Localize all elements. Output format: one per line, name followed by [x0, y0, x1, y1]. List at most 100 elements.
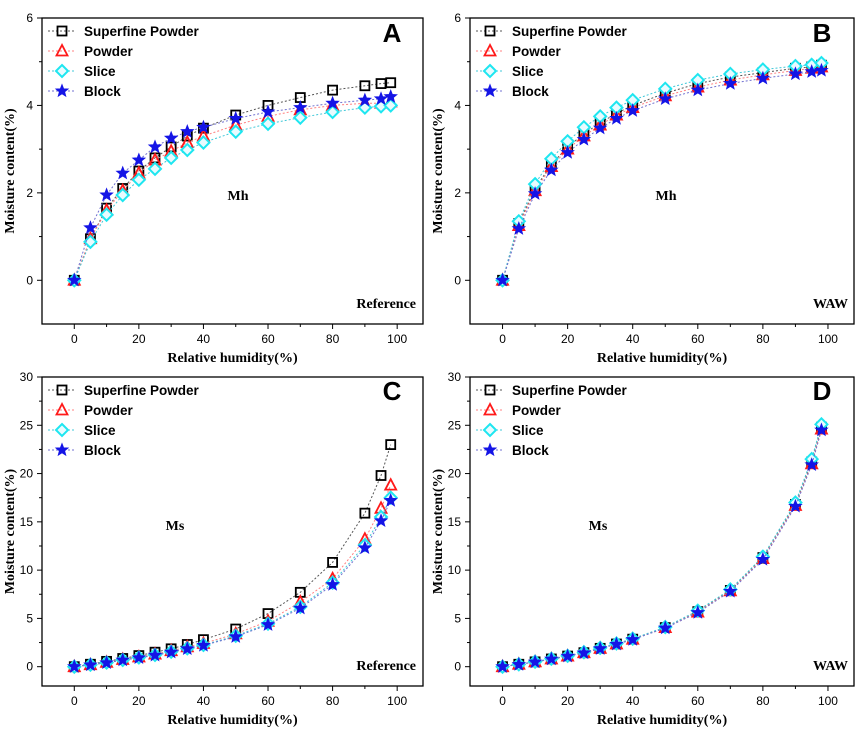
data-point-block	[495, 272, 510, 287]
data-point-block	[592, 120, 608, 135]
series-superfine	[68, 77, 397, 286]
y-tick-label: 30	[20, 370, 34, 384]
legend-marker-powder	[483, 43, 497, 57]
x-tick-label: 80	[756, 332, 770, 346]
data-point-slice	[383, 98, 399, 113]
data-point-block	[383, 89, 398, 103]
data-point-block	[163, 130, 179, 145]
x-tick-label: 60	[691, 332, 705, 346]
x-tick-label: 40	[626, 694, 640, 708]
series-block	[67, 89, 398, 287]
series-line-block	[74, 500, 392, 668]
data-point-block	[804, 457, 819, 472]
data-point-block	[755, 551, 771, 566]
y-tick-label: 6	[454, 11, 461, 25]
x-axis-title: Relative humidity(%)	[597, 351, 728, 366]
data-point-block	[788, 66, 803, 81]
condition-label: WAW	[813, 297, 848, 312]
y-tick-label: 20	[448, 467, 462, 481]
data-point-block	[115, 652, 130, 667]
x-tick-label: 20	[132, 694, 146, 708]
data-point-block	[325, 577, 340, 591]
series-block	[495, 62, 829, 287]
data-point-block	[576, 645, 592, 660]
series-line-block	[502, 429, 822, 668]
data-point-slice	[196, 135, 211, 150]
x-tick-label: 100	[818, 332, 838, 346]
legend-label-powder: Powder	[512, 403, 562, 418]
x-tick-label: 20	[561, 694, 575, 708]
data-point-block	[99, 655, 114, 669]
data-point-block	[373, 513, 389, 528]
data-point-block	[511, 221, 527, 235]
y-tick-label: 10	[20, 563, 34, 577]
y-tick-label: 10	[448, 563, 462, 577]
legend-marker-superfine	[56, 384, 68, 396]
panel-letter: D	[813, 376, 832, 406]
x-axis-title: Relative humidity(%)	[167, 713, 298, 728]
data-point-block	[228, 629, 243, 643]
data-point-superfine	[359, 507, 371, 519]
legend-label-slice: Slice	[84, 64, 116, 79]
x-tick-label: 100	[387, 694, 407, 708]
data-point-block	[83, 657, 98, 672]
data-point-block	[658, 620, 673, 635]
data-point-block	[625, 632, 640, 646]
x-tick-label: 0	[71, 694, 78, 708]
series-line-powder	[73, 101, 391, 281]
series-line-slice	[502, 62, 822, 281]
legend-marker-powder	[55, 43, 69, 57]
data-point-slice	[99, 207, 114, 223]
legend: Superfine Powder Powder Slice Block	[476, 24, 628, 99]
data-point-block	[373, 91, 389, 106]
data-point-block	[658, 91, 673, 106]
panel-letter: C	[383, 376, 402, 406]
legend-label-powder: Powder	[84, 403, 134, 418]
data-point-block	[723, 583, 738, 598]
data-point-slice	[228, 124, 244, 140]
legend-marker-slice	[54, 63, 70, 79]
y-axis-title: Moisture content(%)	[431, 108, 446, 234]
x-tick-label: 0	[499, 332, 506, 346]
legend-label-powder: Powder	[512, 44, 562, 59]
x-tick-label: 80	[756, 694, 770, 708]
legend-marker-superfine	[56, 25, 68, 37]
x-tick-label: 0	[71, 332, 78, 346]
legend-label-slice: Slice	[512, 423, 544, 438]
data-point-block	[755, 70, 771, 85]
data-point-block	[67, 272, 82, 287]
data-point-block	[99, 187, 114, 202]
data-point-block	[609, 110, 624, 125]
y-tick-label: 5	[454, 611, 461, 625]
plot-frame	[41, 376, 424, 687]
y-tick-label: 0	[26, 660, 33, 674]
x-tick-label: 80	[326, 694, 340, 708]
data-point-block	[560, 145, 575, 159]
legend-marker-powder	[55, 402, 69, 416]
data-point-block	[83, 220, 98, 234]
data-point-block	[576, 131, 592, 146]
y-axis-title: Moisture content(%)	[3, 469, 18, 595]
series-powder	[495, 421, 829, 673]
data-point-block	[147, 647, 163, 662]
data-point-superfine	[375, 470, 387, 481]
data-point-block	[196, 637, 211, 652]
data-point-block	[511, 656, 527, 671]
x-tick-label: 100	[387, 332, 407, 346]
series-superfine	[497, 421, 827, 673]
x-axis-title: Relative humidity(%)	[597, 713, 728, 728]
y-tick-label: 15	[448, 515, 462, 529]
data-point-slice	[131, 172, 147, 188]
data-point-block	[723, 75, 738, 90]
plot-frame	[469, 376, 855, 687]
y-tick-label: 2	[454, 186, 461, 200]
data-point-slice	[260, 116, 276, 132]
data-point-block	[325, 95, 340, 110]
x-tick-label: 100	[818, 694, 838, 708]
condition-label: WAW	[813, 659, 848, 674]
legend-label-slice: Slice	[512, 64, 544, 79]
data-point-block	[228, 110, 243, 125]
legend-marker-block	[54, 83, 70, 98]
legend-marker-block	[482, 83, 498, 98]
chart-panel-b: 0 20 40 60 80 100 0 2 4 6 Relative humidity(%) Mois…	[431, 11, 855, 366]
